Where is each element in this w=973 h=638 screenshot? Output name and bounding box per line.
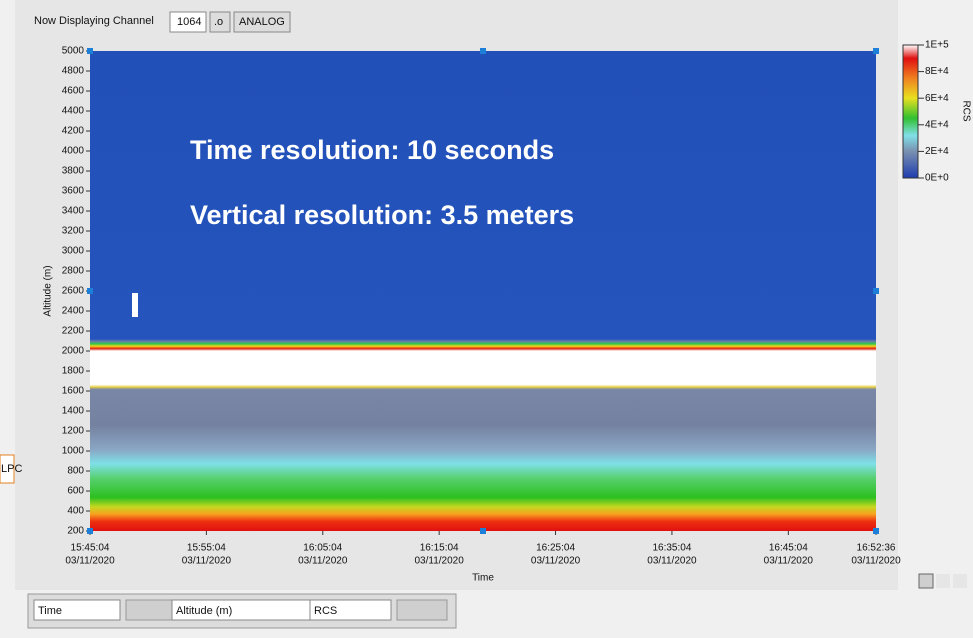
y-tick-label: 3600 <box>62 186 85 197</box>
colorbar-tick-label: 1E+5 <box>925 40 949 51</box>
mode-value: ANALOG <box>239 16 285 28</box>
colorbar-tick-label: 0E+0 <box>925 173 949 184</box>
side-label: LPC <box>1 463 22 475</box>
y-tick-label: 2800 <box>62 266 85 277</box>
plot-handle[interactable] <box>87 288 93 294</box>
page: {"toolbar":{"label":"Now Displaying Chan… <box>0 0 973 638</box>
x-tick-label: 16:35:04 <box>652 543 691 554</box>
y-tick-label: 1800 <box>62 366 85 377</box>
y-tick-label: 4800 <box>62 66 85 77</box>
plot-handle[interactable] <box>873 288 879 294</box>
pan-tool[interactable] <box>953 574 967 588</box>
y-tick-label: 1200 <box>62 426 85 437</box>
channel-value: 1064 <box>177 16 201 28</box>
x-tick-label: 16:05:04 <box>303 543 342 554</box>
colorbar-tick-label: 6E+4 <box>925 93 949 104</box>
x-tick-date: 03/11/2020 <box>298 556 348 567</box>
cursor-field-label: Time <box>38 605 62 617</box>
x-tick-date: 03/11/2020 <box>182 556 232 567</box>
y-tick-label: 4200 <box>62 126 85 137</box>
x-tick-date: 03/11/2020 <box>531 556 581 567</box>
x-tick-date: 03/11/2020 <box>764 556 814 567</box>
cursor-tool[interactable] <box>919 574 933 588</box>
y-tick-label: 2000 <box>62 346 85 357</box>
screen: Now Displaying Channel 1064 .o ANALOG LP… <box>0 0 973 638</box>
plot-handle[interactable] <box>87 528 93 534</box>
colorbar-tick-label: 4E+4 <box>925 119 949 130</box>
y-tick-label: 4400 <box>62 106 85 117</box>
colorbar-tick-label: 2E+4 <box>925 146 949 157</box>
x-tick-label: 16:15:04 <box>420 543 459 554</box>
cursor-buttons[interactable] <box>397 600 447 620</box>
y-tick-label: 1000 <box>62 446 85 457</box>
x-tick-date: 03/11/2020 <box>415 556 465 567</box>
cursor-field-label: Altitude (m) <box>176 605 232 617</box>
cursor-field-label: RCS <box>314 605 337 617</box>
plot-handle[interactable] <box>873 528 879 534</box>
annotation: Vertical resolution: 3.5 meters <box>190 200 574 230</box>
y-tick-label: 2400 <box>62 306 85 317</box>
zoom-tool[interactable] <box>936 574 950 588</box>
x-axis-label: Time <box>472 573 494 584</box>
colorbar-label: RCS <box>960 100 971 121</box>
intensity-image <box>90 51 876 531</box>
plot-handle[interactable] <box>873 48 879 54</box>
y-tick-label: 3000 <box>62 246 85 257</box>
x-tick-label: 15:55:04 <box>187 543 226 554</box>
y-tick-label: 800 <box>67 466 84 477</box>
y-tick-label: 3400 <box>62 206 85 217</box>
y-tick-label: 200 <box>67 526 84 537</box>
plot-handle[interactable] <box>87 48 93 54</box>
colorbar <box>903 45 918 178</box>
plot-handle[interactable] <box>480 48 486 54</box>
cursor-buttons[interactable] <box>126 600 176 620</box>
graph-tools <box>919 574 967 588</box>
x-tick-label: 15:45:04 <box>71 543 110 554</box>
y-tick-label: 3800 <box>62 166 85 177</box>
y-tick-label: 1600 <box>62 386 85 397</box>
y-tick-label: 2600 <box>62 286 85 297</box>
suffix-value: .o <box>214 16 223 28</box>
y-tick-label: 4600 <box>62 86 85 97</box>
y-axis-label: Altitude (m) <box>43 265 54 316</box>
intensity-speck <box>132 293 138 317</box>
colorbar-tick-label: 8E+4 <box>925 66 949 77</box>
y-tick-label: 3200 <box>62 226 85 237</box>
y-tick-label: 1400 <box>62 406 85 417</box>
y-tick-label: 4000 <box>62 146 85 157</box>
toolbar-label: Now Displaying Channel <box>34 15 154 27</box>
y-tick-label: 400 <box>67 506 84 517</box>
y-tick-label: 5000 <box>62 46 85 57</box>
annotation: Time resolution: 10 seconds <box>190 135 554 165</box>
y-tick-label: 2200 <box>62 326 85 337</box>
x-tick-date: 03/11/2020 <box>851 556 901 567</box>
x-tick-date: 03/11/2020 <box>647 556 697 567</box>
y-tick-label: 600 <box>67 486 84 497</box>
x-tick-label: 16:25:04 <box>536 543 575 554</box>
x-tick-label: 16:52:36 <box>857 543 896 554</box>
x-tick-date: 03/11/2020 <box>65 556 115 567</box>
plot-handle[interactable] <box>480 528 486 534</box>
x-tick-label: 16:45:04 <box>769 543 808 554</box>
